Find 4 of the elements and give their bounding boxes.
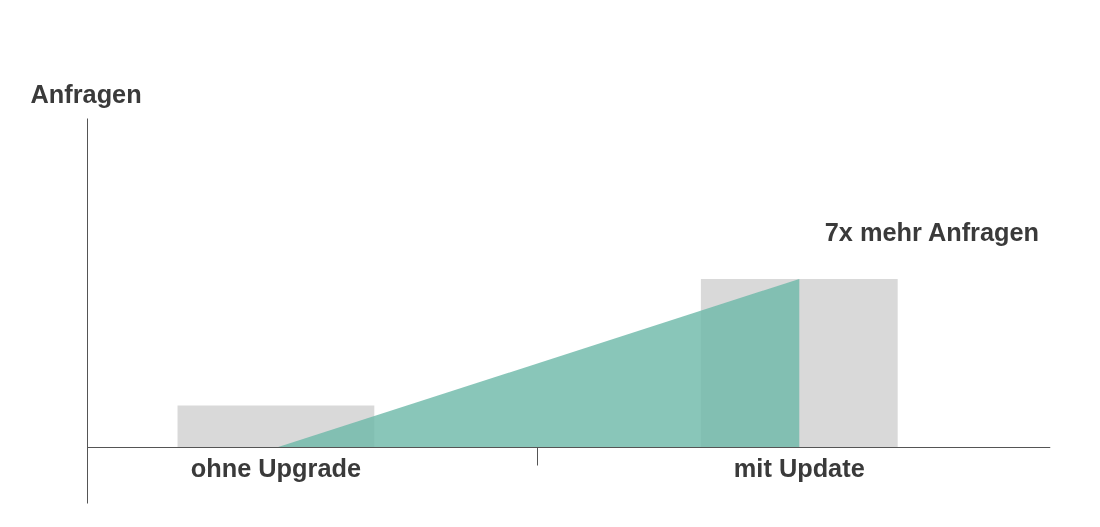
x-tick-label: mit Update (733, 454, 865, 483)
text: 7x mehr Anfragen (824, 217, 1040, 246)
x-tick-label: ohne Upgrade (190, 454, 362, 483)
text: Anfragen (30, 79, 142, 108)
